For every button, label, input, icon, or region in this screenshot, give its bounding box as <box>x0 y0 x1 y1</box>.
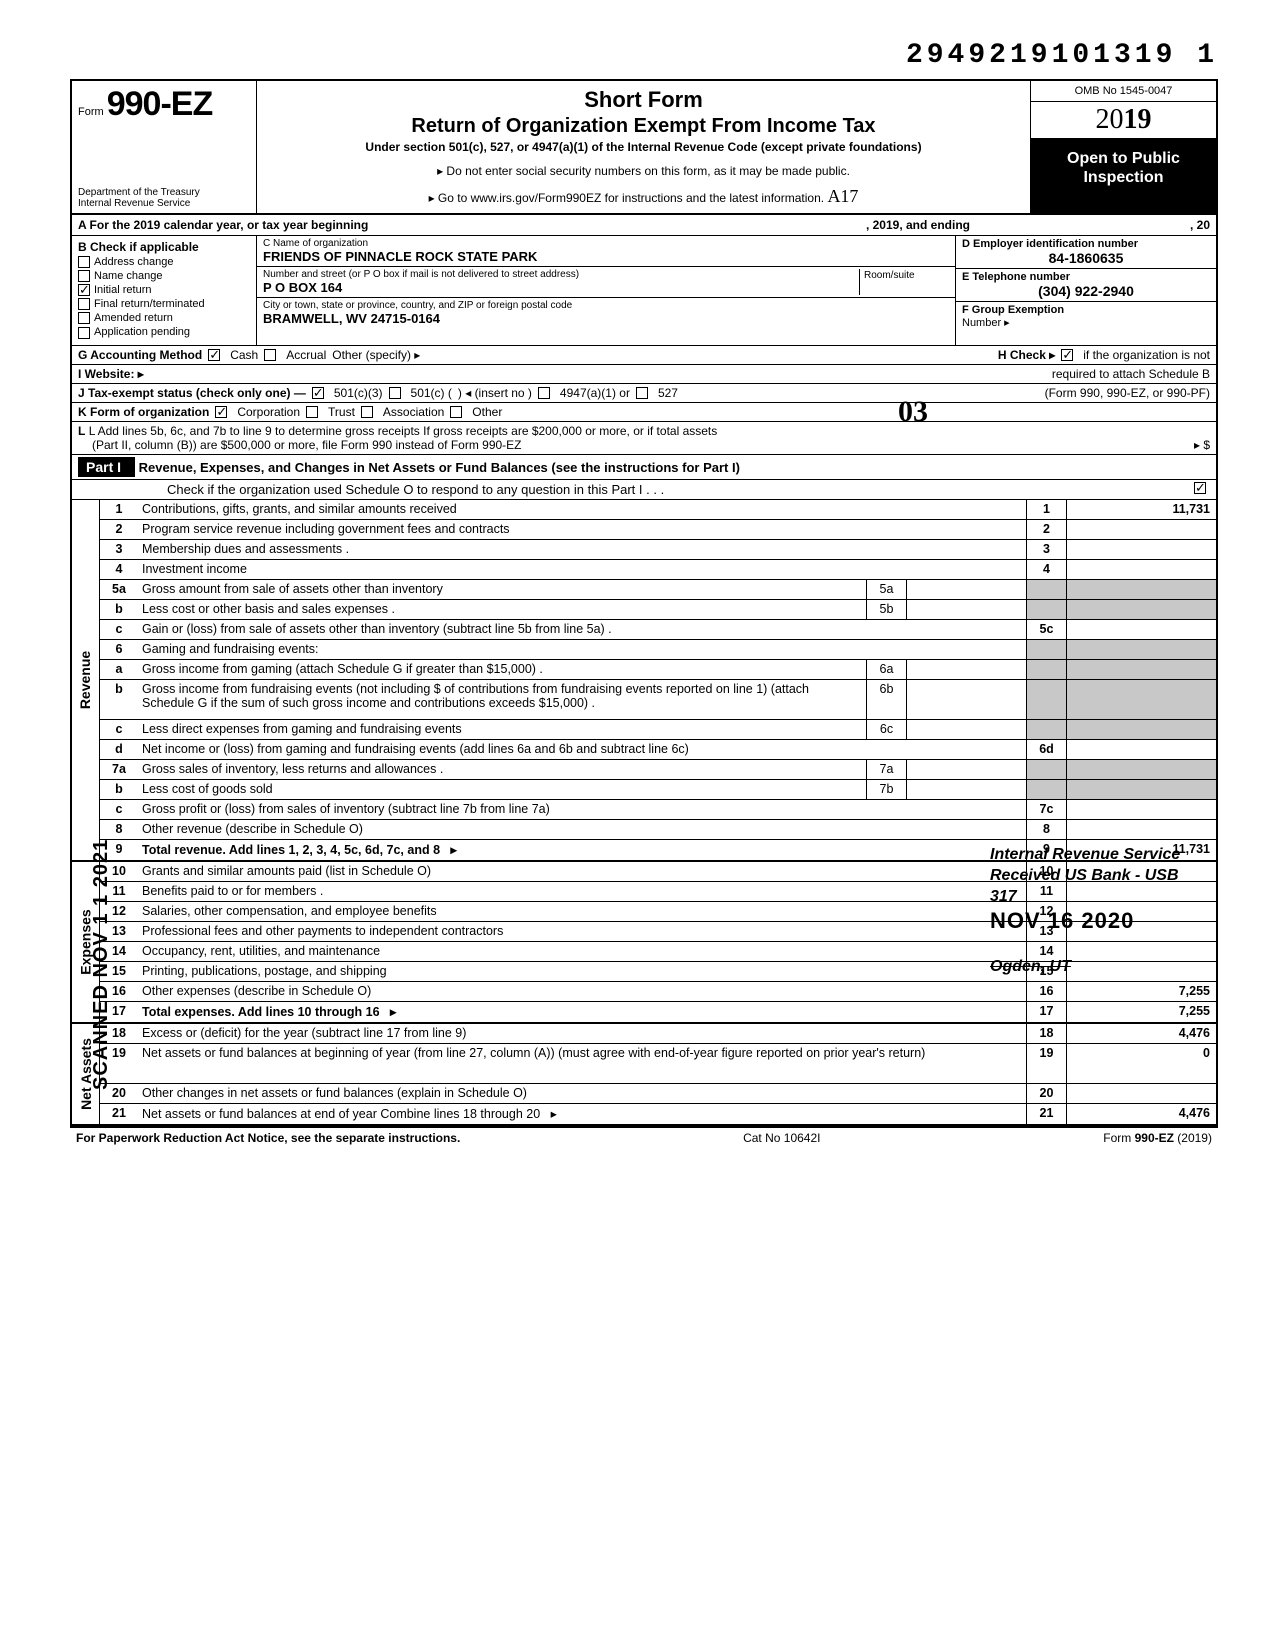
ein-value: 84-1860635 <box>962 250 1210 266</box>
city-label: City or town, state or province, country… <box>263 300 949 311</box>
checkbox-amended-return[interactable]: Amended return <box>78 312 250 324</box>
line-b: bLess cost of goods sold7b <box>100 780 1216 800</box>
part-1-tab: Part I <box>78 457 135 477</box>
city: BRAMWELL, WV 24715-0164 <box>263 311 949 326</box>
line-10: 10Grants and similar amounts paid (list … <box>100 862 1216 882</box>
line-1: 1Contributions, gifts, grants, and simil… <box>100 500 1216 520</box>
line-i: I Website: ▸ required to attach Schedule… <box>72 365 1216 384</box>
phone-label: E Telephone number <box>962 271 1210 283</box>
line-b: bGross income from fundraising events (n… <box>100 680 1216 720</box>
checkbox-final-return-terminated[interactable]: Final return/terminated <box>78 298 250 310</box>
line-c: cLess direct expenses from gaming and fu… <box>100 720 1216 740</box>
line-7a: 7aGross sales of inventory, less returns… <box>100 760 1216 780</box>
line-c: cGross profit or (loss) from sales of in… <box>100 800 1216 820</box>
line-8: 8Other revenue (describe in Schedule O)8 <box>100 820 1216 840</box>
ein-label: D Employer identification number <box>962 238 1210 250</box>
phone-value: (304) 922-2940 <box>962 283 1210 299</box>
line-c: cGain or (loss) from sale of assets othe… <box>100 620 1216 640</box>
line-a: aGross income from gaming (attach Schedu… <box>100 660 1216 680</box>
org-name: FRIENDS OF PINNACLE ROCK STATE PARK <box>263 249 949 264</box>
org-name-label: C Name of organization <box>263 238 949 249</box>
form-container: Form 990-EZ Department of the Treasury I… <box>70 79 1218 1128</box>
line-13: 13Professional fees and other payments t… <box>100 922 1216 942</box>
checkbox-name-change[interactable]: Name change <box>78 270 250 282</box>
section-d-e-f: D Employer identification number 84-1860… <box>956 236 1216 345</box>
schedule-b-checkbox[interactable] <box>1061 349 1073 361</box>
address-label: Number and street (or P O box if mail is… <box>263 269 859 280</box>
line-k: K Form of organization Corporation Trust… <box>72 403 1216 422</box>
checkbox-address-change[interactable]: Address change <box>78 256 250 268</box>
open-to-public: Open to Public Inspection <box>1031 139 1216 213</box>
section-revenue: Revenue1Contributions, gifts, grants, an… <box>72 500 1216 862</box>
cash-checkbox[interactable] <box>208 349 220 361</box>
line-a: A For the 2019 calendar year, or tax yea… <box>72 215 1216 236</box>
line-16: 16Other expenses (describe in Schedule O… <box>100 982 1216 1002</box>
trust-checkbox[interactable] <box>306 406 318 418</box>
form-header: Form 990-EZ Department of the Treasury I… <box>72 81 1216 215</box>
goto-link: ▸ Go to www.irs.gov/Form990EZ for instru… <box>265 186 1022 207</box>
line-j: J Tax-exempt status (check only one) — 5… <box>72 384 1216 403</box>
line-5a: 5aGross amount from sale of assets other… <box>100 580 1216 600</box>
line-12: 12Salaries, other compensation, and empl… <box>100 902 1216 922</box>
group-exemption-label: F Group Exemption <box>962 304 1064 316</box>
section-expenses: Expenses10Grants and similar amounts pai… <box>72 862 1216 1024</box>
line-3: 3Membership dues and assessments .3 <box>100 540 1216 560</box>
section-net-assets: Net Assets18Excess or (deficit) for the … <box>72 1024 1216 1126</box>
checkbox-application-pending[interactable]: Application pending <box>78 326 250 338</box>
line-4: 4Investment income4 <box>100 560 1216 580</box>
schedule-o-checkbox[interactable] <box>1194 482 1206 494</box>
501c3-checkbox[interactable] <box>312 387 324 399</box>
line-6: 6Gaming and fundraising events: <box>100 640 1216 660</box>
line-18: 18Excess or (deficit) for the year (subt… <box>100 1024 1216 1044</box>
title-return: Return of Organization Exempt From Incom… <box>265 115 1022 138</box>
footer: For Paperwork Reduction Act Notice, see … <box>70 1128 1218 1145</box>
line-11: 11Benefits paid to or for members .11 <box>100 882 1216 902</box>
line-17: 17Total expenses. Add lines 10 through 1… <box>100 1002 1216 1022</box>
line-9: 9Total revenue. Add lines 1, 2, 3, 4, 5c… <box>100 840 1216 860</box>
association-checkbox[interactable] <box>361 406 373 418</box>
section-c: C Name of organization FRIENDS OF PINNAC… <box>257 236 956 345</box>
line-d: dNet income or (loss) from gaming and fu… <box>100 740 1216 760</box>
line-2: 2Program service revenue including gover… <box>100 520 1216 540</box>
501c-checkbox[interactable] <box>389 387 401 399</box>
section-b: B Check if applicable Address changeName… <box>72 236 257 345</box>
block-b-to-f: B Check if applicable Address changeName… <box>72 236 1216 346</box>
part-1-header: Part I Revenue, Expenses, and Changes in… <box>72 455 1216 500</box>
subtitle: Under section 501(c), 527, or 4947(a)(1)… <box>265 140 1022 154</box>
omb-number: OMB No 1545-0047 <box>1031 81 1216 102</box>
title-short-form: Short Form <box>265 87 1022 113</box>
document-id: 2949219101319 1 <box>70 40 1218 71</box>
4947-checkbox[interactable] <box>538 387 550 399</box>
form-number: Form 990-EZ <box>78 85 250 124</box>
department: Department of the Treasury Internal Reve… <box>78 179 250 209</box>
checkbox-initial-return[interactable]: Initial return <box>78 284 250 296</box>
line-15: 15Printing, publications, postage, and s… <box>100 962 1216 982</box>
handwritten-03: 03 <box>898 395 928 429</box>
tax-year: 2019 <box>1031 102 1216 139</box>
line-14: 14Occupancy, rent, utilities, and mainte… <box>100 942 1216 962</box>
other-org-checkbox[interactable] <box>450 406 462 418</box>
scanned-stamp: SCANNED NOV 1 1 2021 <box>90 839 113 1090</box>
room-label: Room/suite <box>864 270 915 281</box>
address: P O BOX 164 <box>263 280 859 295</box>
527-checkbox[interactable] <box>636 387 648 399</box>
line-l: L L Add lines 5b, 6c, and 7b to line 9 t… <box>72 422 1216 455</box>
corporation-checkbox[interactable] <box>215 406 227 418</box>
line-21: 21Net assets or fund balances at end of … <box>100 1104 1216 1124</box>
line-g-h: G Accounting Method Cash Accrual Other (… <box>72 346 1216 365</box>
line-20: 20Other changes in net assets or fund ba… <box>100 1084 1216 1104</box>
accrual-checkbox[interactable] <box>264 349 276 361</box>
line-19: 19Net assets or fund balances at beginni… <box>100 1044 1216 1084</box>
warning: ▸ Do not enter social security numbers o… <box>265 164 1022 178</box>
line-b: bLess cost or other basis and sales expe… <box>100 600 1216 620</box>
